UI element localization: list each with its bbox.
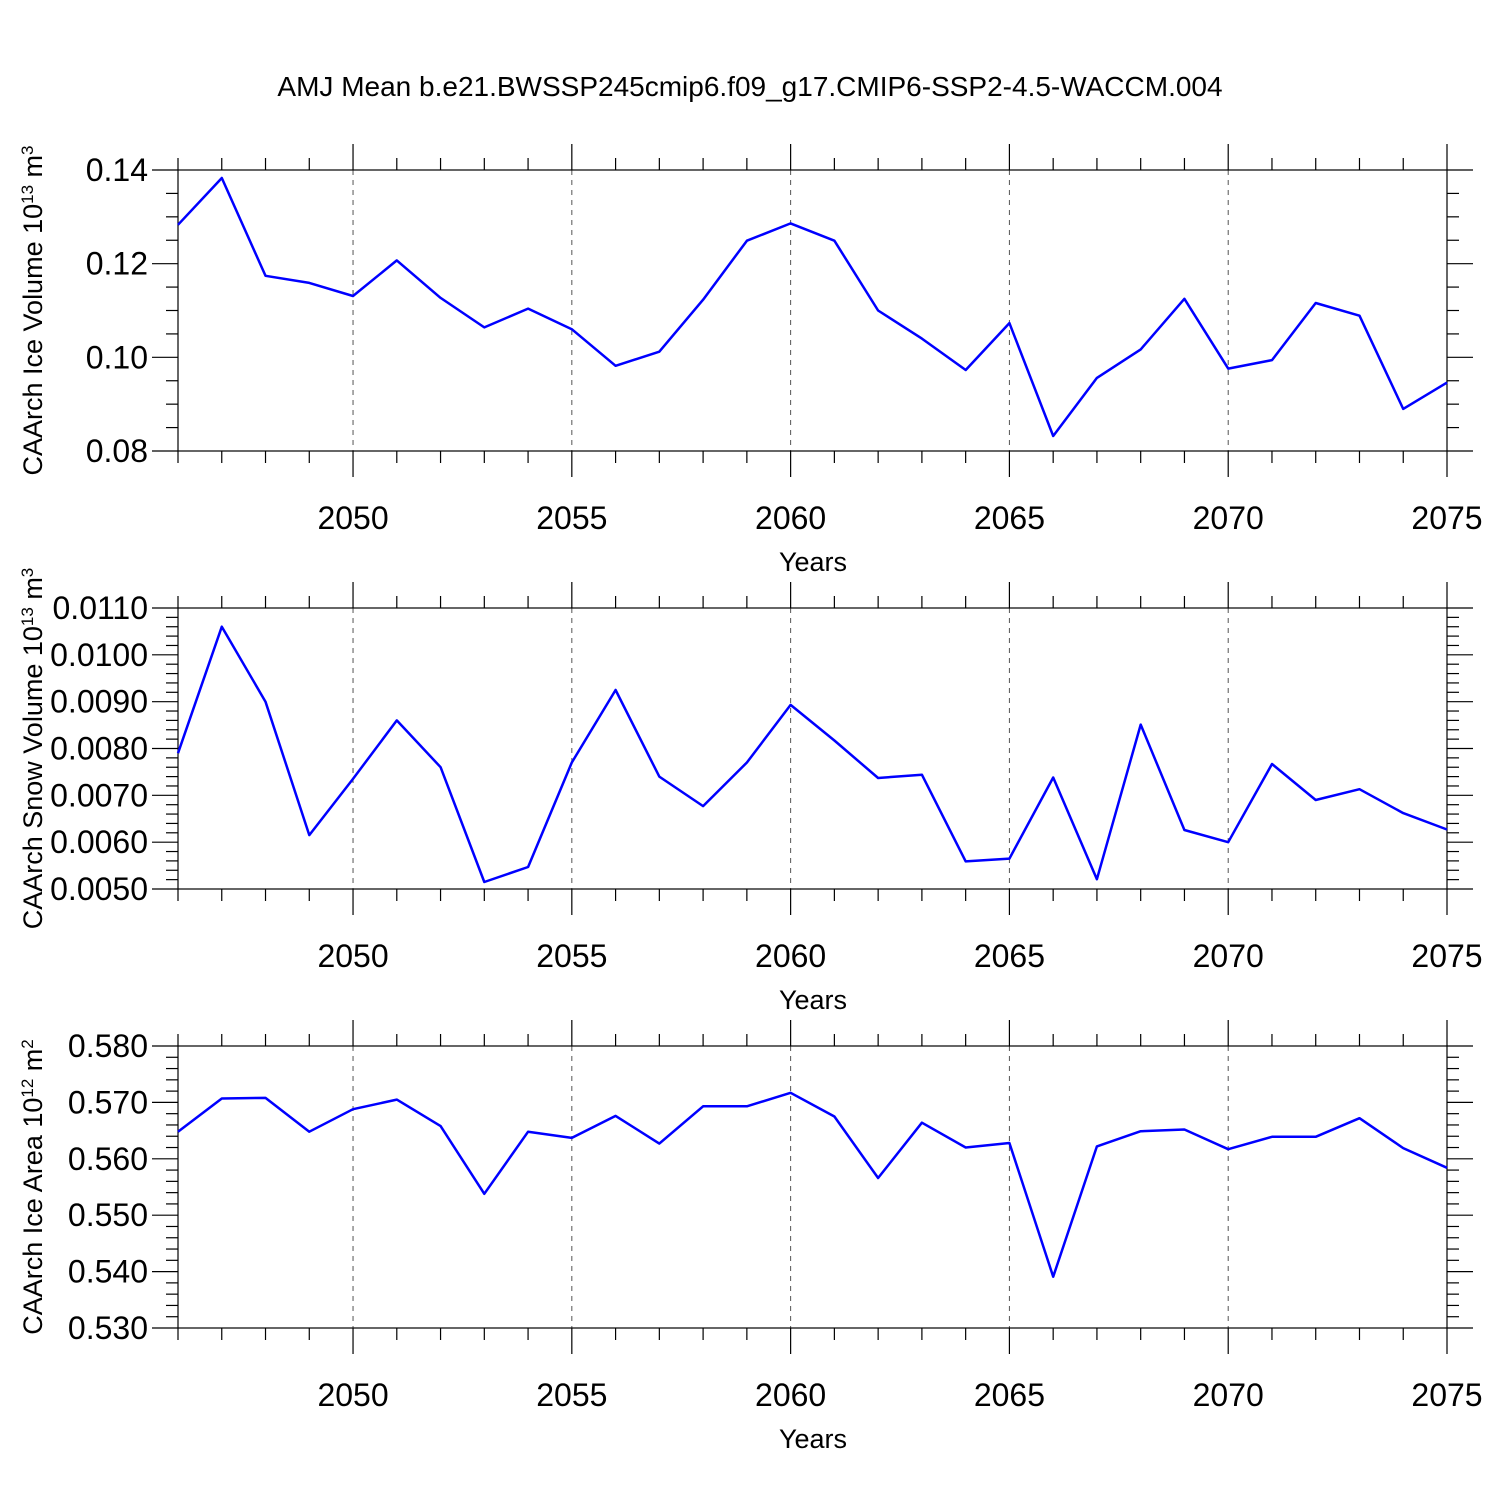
x-tick-label: 2050 [317,1377,388,1413]
y-axis-label: CAArch Snow Volume 1013 m3 [18,568,49,930]
chart-panels: 2050 2055 2060 2065 2070 2075 Years 0.08 0.10 0.1… [18,144,1483,1454]
x-tick-label: 2070 [1193,938,1264,974]
x-tick-label: 2050 [317,500,388,536]
y-tick-label: 0.530 [68,1310,148,1346]
series-line [176,625,1448,884]
chart-panel-3: 2050 2055 2060 2065 2070 2075 Years 0.530 0.540 0… [18,1020,1483,1454]
x-tick-label: 2070 [1193,1377,1264,1413]
series-line [177,176,1448,438]
x-tick-label: 2075 [1411,500,1482,536]
x-tick-label: 2055 [536,1377,607,1413]
x-tick-label: 2065 [974,500,1045,536]
x-tick-label: 2075 [1411,1377,1482,1413]
y-tick-label: 0.580 [68,1028,148,1064]
x-tick-label: 2060 [755,1377,826,1413]
y-tick-label: 0.12 [86,246,148,282]
y-tick-label: 0.540 [68,1254,148,1290]
x-tick-label: 2075 [1411,938,1482,974]
y-tick-label: 0.550 [68,1197,148,1233]
y-tick-label: 0.570 [68,1084,148,1120]
figure-title: AMJ Mean b.e21.BWSSP245cmip6.f09_g17.CMI… [277,71,1222,102]
x-tick-label: 2055 [536,500,607,536]
y-axis-label: CAArch Ice Volume 1013 m3 [18,145,49,475]
y-tick-label: 0.0070 [50,777,148,813]
y-axis-label: CAArch Ice Area 1012 m2 [18,1039,49,1335]
y-tick-label: 0.0090 [50,684,148,720]
plot-frame [177,169,1448,452]
y-tick-label: 0.0110 [53,590,149,626]
x-axis-label: Years [779,985,847,1015]
x-tick-label: 2065 [974,938,1045,974]
y-tick-label: 0.08 [86,433,148,469]
x-tick-label: 2070 [1193,500,1264,536]
chart-panel-2: 2050 2055 2060 2065 2070 2075 Years 0.0050 0.006… [18,568,1483,1015]
y-tick-label: 0.0080 [50,731,148,767]
y-tick-label: 0.0050 [50,871,148,907]
x-axis-label: Years [779,547,847,577]
x-tick-label: 2060 [755,938,826,974]
plot-frame [177,607,1448,890]
y-tick-label: 0.0100 [50,637,148,673]
y-tick-label: 0.0060 [50,824,148,860]
x-tick-label: 2065 [974,1377,1045,1413]
x-axis-label: Years [779,1424,847,1454]
chart-panel-1: 2050 2055 2060 2065 2070 2075 Years 0.08 0.10 0.1… [18,144,1483,577]
plot-frame [177,1045,1448,1329]
x-tick-label: 2060 [755,500,826,536]
x-tick-label: 2050 [317,938,388,974]
x-tick-label: 2055 [536,938,607,974]
y-tick-label: 0.14 [86,152,148,188]
y-tick-label: 0.560 [68,1141,148,1177]
y-tick-label: 0.10 [86,339,148,375]
series-line [177,1091,1448,1278]
